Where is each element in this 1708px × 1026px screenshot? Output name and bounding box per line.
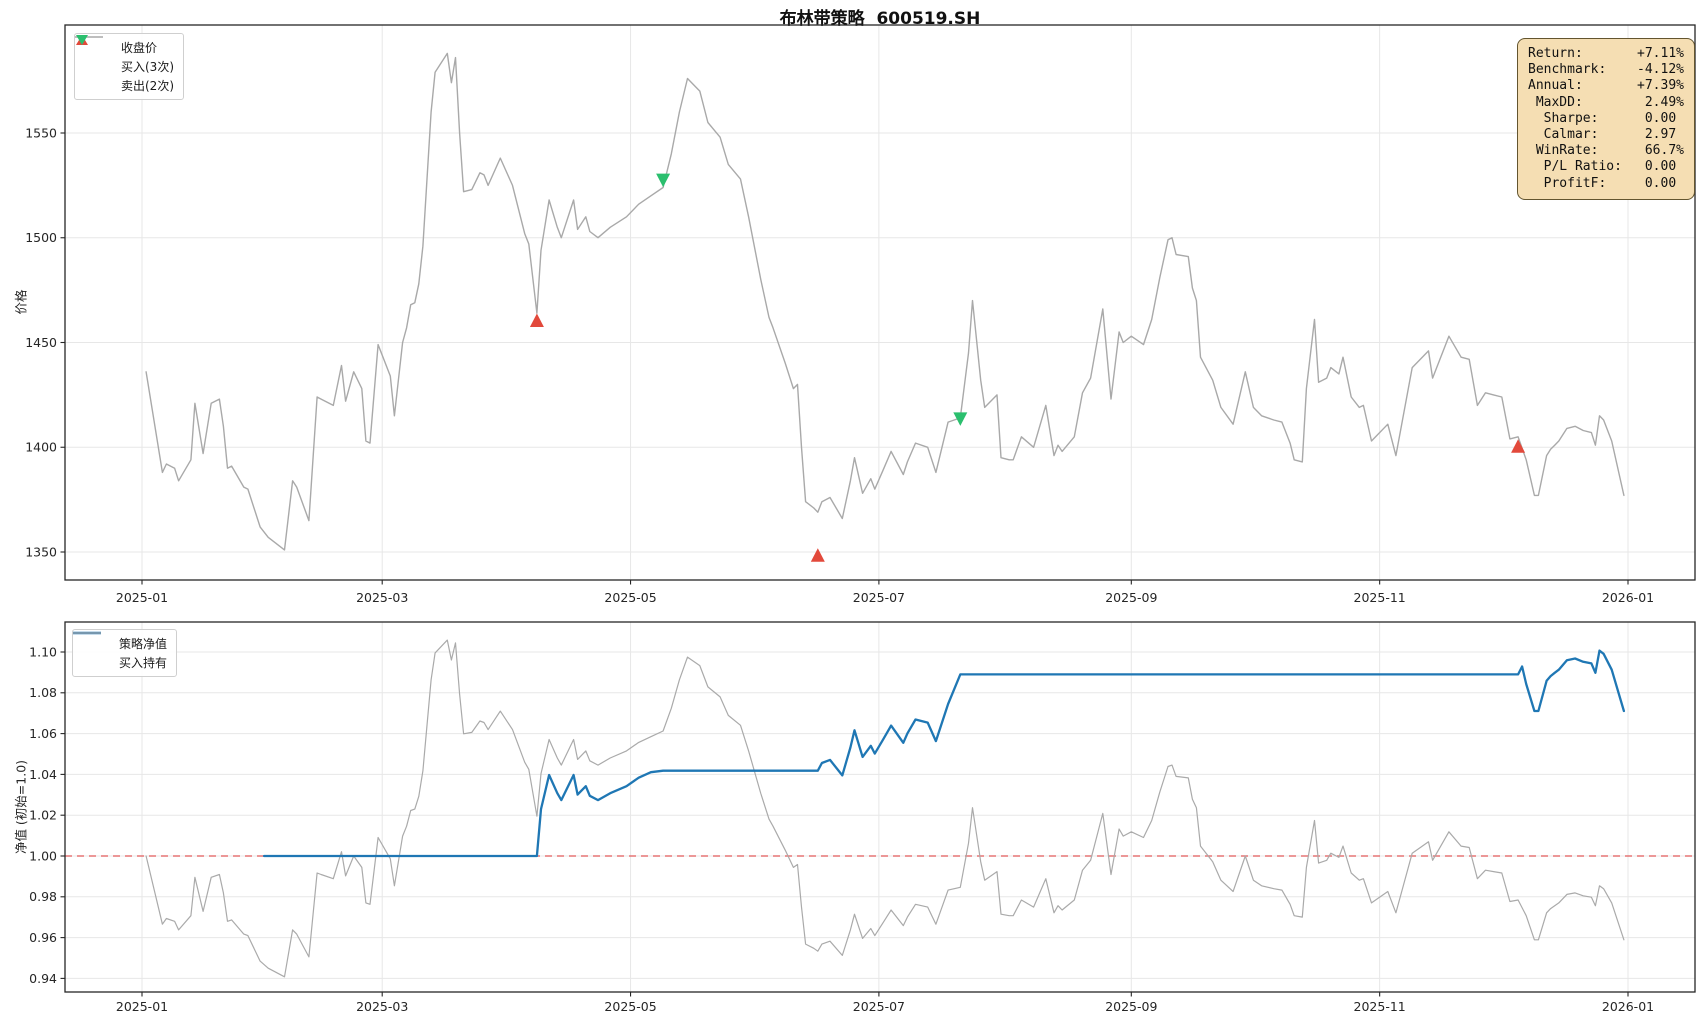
legend-item-strategy-nav: 策略净值 [73,631,168,651]
nav-axis-label: 净值 (初始=1.0) [13,759,29,855]
buy-marker-icon [76,35,114,74]
svg-text:1400: 1400 [25,440,57,455]
svg-text:1500: 1500 [25,230,57,245]
nav-chart: 2025-01 2025-03 2025-05 2025-07 2025-09 2025-… [29,621,1696,1014]
svg-text:2025-05: 2025-05 [604,590,656,605]
svg-text:2025-01: 2025-01 [116,590,168,605]
price-chart: 2025-01 2025-03 2025-05 2025-07 2025-09 2025-… [25,24,1696,605]
strategy-line-symbol [73,631,112,651]
svg-text:2025-03: 2025-03 [356,999,408,1014]
price-legend: 收盘价 买入(3次) 卖出(2次) [74,33,184,100]
stat-row: Calmar: 2.97 [1528,127,1684,143]
legend-item-buy: 买入(3次) [76,35,174,74]
stat-row: ProfitF: 0.00 [1528,175,1684,191]
svg-text:1.08: 1.08 [29,685,57,700]
sell-marker-icon [76,35,114,93]
svg-text:2025-01: 2025-01 [116,999,168,1014]
svg-text:1.06: 1.06 [29,726,57,741]
svg-text:1550: 1550 [25,125,57,140]
svg-text:1450: 1450 [25,335,57,350]
svg-text:2025-09: 2025-09 [1105,999,1157,1014]
buy-hold-line-symbol [73,632,112,670]
stat-row: Benchmark: -4.12% [1528,62,1684,78]
svg-text:0.94: 0.94 [29,971,57,986]
svg-text:1350: 1350 [25,544,57,559]
svg-text:2026-01: 2026-01 [1602,590,1654,605]
legend-item-sell: 卖出(2次) [76,35,174,93]
svg-text:2025-11: 2025-11 [1354,590,1406,605]
svg-text:2025-07: 2025-07 [853,999,905,1014]
svg-text:2025-03: 2025-03 [356,590,408,605]
svg-text:0.96: 0.96 [29,930,57,945]
stat-row: MaxDD: 2.49% [1528,94,1684,110]
stat-row: WinRate: 66.7% [1528,143,1684,159]
stat-row: Return: +7.11% [1528,46,1684,61]
legend-item-buy-hold: 买入持有 [73,632,168,670]
nav-legend: 策略净值 买入持有 [72,629,178,677]
svg-text:2025-09: 2025-09 [1105,590,1157,605]
stat-row: Sharpe: 0.00 [1528,110,1684,126]
svg-text:2026-01: 2026-01 [1602,999,1654,1014]
legend-label: 收盘价 [121,41,158,55]
legend-label: 买入(3次) [121,60,174,74]
stat-row: Annual: +7.39% [1528,78,1684,94]
svg-text:2025-07: 2025-07 [853,590,905,605]
legend-label: 卖出(2次) [121,79,174,93]
legend-item-close-price: 收盘价 [75,36,174,55]
svg-text:1.04: 1.04 [29,767,57,782]
legend-label: 买入持有 [119,656,168,670]
price-axis-label: 价格 [13,289,29,315]
svg-text:1.10: 1.10 [29,644,57,659]
stats-panel: Return: +7.11% Benchmark: -4.12% Annual: +7.3… [1517,38,1695,200]
chart-title: 布林带策略 600519.SH [779,9,981,29]
stat-row: P/L Ratio: 0.00 [1528,159,1684,175]
svg-text:0.98: 0.98 [29,889,57,904]
svg-text:2025-05: 2025-05 [604,999,656,1014]
legend-label: 策略净值 [119,637,168,651]
svg-text:2025-11: 2025-11 [1354,999,1406,1014]
svg-text:1.00: 1.00 [29,848,57,863]
svg-text:1.02: 1.02 [29,808,57,823]
